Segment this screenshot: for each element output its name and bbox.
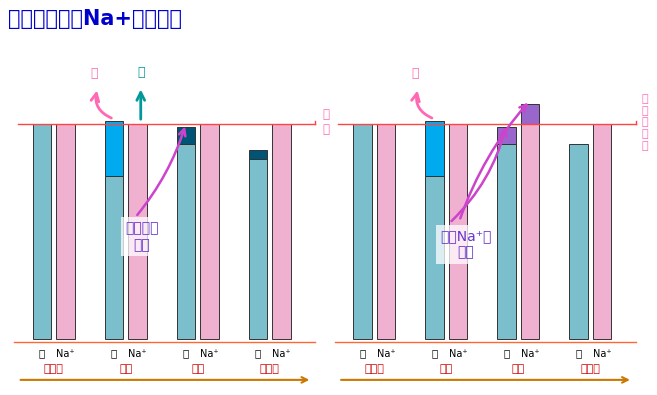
Text: 水: 水	[183, 348, 189, 359]
Bar	[521, 103, 539, 124]
Text: Na⁺: Na⁺	[57, 348, 75, 359]
Text: 水: 水	[359, 348, 366, 359]
Text: 脱
水
の
抑
制: 脱 水 の 抑 制	[641, 94, 648, 150]
Text: 発汗: 発汗	[119, 364, 132, 374]
Bar	[521, 124, 539, 339]
Text: 尿: 尿	[137, 66, 145, 79]
Text: 脱水と飲料（Na+の役割）: 脱水と飲料（Na+の役割）	[8, 9, 182, 29]
Bar	[593, 124, 611, 339]
Bar	[353, 124, 372, 339]
Text: 水: 水	[255, 348, 261, 359]
Bar	[569, 144, 587, 339]
Text: Na⁺: Na⁺	[200, 348, 219, 359]
Text: 飲水: 飲水	[191, 364, 204, 374]
Text: 飲水: 飲水	[512, 364, 525, 374]
Text: 汗: 汗	[411, 67, 419, 80]
Text: 水: 水	[111, 348, 117, 359]
Text: Na⁺: Na⁺	[521, 348, 539, 359]
Bar	[104, 176, 123, 339]
Text: 水: 水	[39, 348, 45, 359]
Text: 作業前: 作業前	[44, 364, 64, 374]
Text: 発汗: 発汗	[440, 364, 453, 374]
Bar	[177, 144, 195, 339]
Bar	[497, 127, 516, 144]
Bar	[272, 124, 290, 339]
Bar	[449, 124, 467, 339]
Bar	[104, 121, 123, 176]
Text: 水とNa⁺の
補給: 水とNa⁺の 補給	[440, 229, 491, 260]
Bar	[249, 159, 267, 339]
Text: Na⁺: Na⁺	[449, 348, 467, 359]
Text: Na⁺: Na⁺	[593, 348, 611, 359]
Text: 水: 水	[576, 348, 581, 359]
Text: Na⁺: Na⁺	[128, 348, 147, 359]
Text: 水だけの
補給: 水だけの 補給	[125, 222, 159, 252]
Text: 作業後: 作業後	[260, 364, 280, 374]
Text: 水: 水	[503, 348, 510, 359]
Bar	[33, 124, 51, 339]
Text: Na⁺: Na⁺	[376, 348, 396, 359]
Text: 汗: 汗	[91, 67, 98, 80]
Text: 作業前: 作業前	[365, 364, 384, 374]
Text: 水: 水	[432, 348, 438, 359]
Bar	[377, 124, 396, 339]
Bar	[425, 176, 443, 339]
Text: 作業後: 作業後	[580, 364, 600, 374]
Bar	[57, 124, 75, 339]
Bar	[200, 124, 219, 339]
Text: Na⁺: Na⁺	[272, 348, 290, 359]
Bar	[177, 127, 195, 144]
Bar	[497, 144, 516, 339]
Bar	[249, 150, 267, 159]
Bar	[128, 124, 147, 339]
Text: 脱
水: 脱 水	[322, 109, 329, 136]
Bar	[425, 121, 443, 176]
